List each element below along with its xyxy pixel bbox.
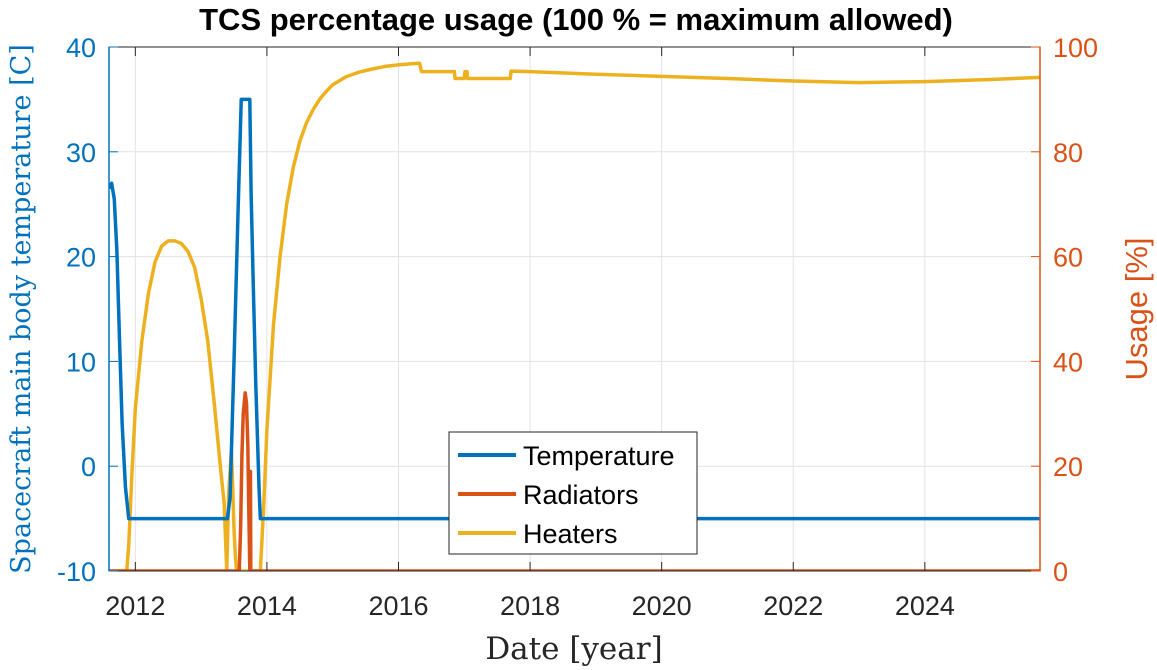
y-left-tick-label: 10 — [66, 347, 96, 377]
x-tick-label: 2016 — [368, 591, 428, 621]
y-right-tick-label: 0 — [1053, 557, 1068, 587]
y-right-tick-label: 40 — [1053, 347, 1083, 377]
x-tick-label: 2014 — [237, 591, 297, 621]
series-line-radiators — [109, 391, 1040, 571]
x-tick-label: 2018 — [500, 591, 560, 621]
y-left-tick-label: 20 — [66, 243, 96, 273]
legend: Temperature Radiators Heaters — [448, 431, 698, 555]
y-right-tick-label: 60 — [1053, 243, 1083, 273]
y-right-tick-label: 100 — [1053, 33, 1098, 63]
axes-layer: 2012 2014 2016 2018 2020 2022 2024 -10 0 10 20 30 40… — [57, 33, 1098, 621]
chart-title: TCS percentage usage (100 % = maximum al… — [199, 2, 953, 37]
series-layer — [109, 61, 1040, 571]
y-right-tick-label: 20 — [1053, 452, 1083, 482]
y-left-tick-label: 30 — [66, 138, 96, 168]
x-tick-label: 2020 — [632, 591, 692, 621]
legend-label-heaters: Heaters — [523, 519, 618, 549]
series-line-heaters — [109, 61, 1040, 571]
series-line-temperature — [109, 97, 1040, 521]
y-axis-right-label: Usage [%] — [1119, 237, 1154, 380]
y-left-tick-label: -10 — [57, 557, 96, 587]
y-left-tick-label: 0 — [81, 452, 96, 482]
legend-label-radiators: Radiators — [523, 480, 639, 510]
x-axis-label: Date [year] — [485, 631, 662, 667]
y-right-tick-label: 80 — [1053, 138, 1083, 168]
x-tick-label: 2024 — [895, 591, 955, 621]
y-left-tick-label: 40 — [66, 33, 96, 63]
x-tick-label: 2012 — [105, 591, 165, 621]
x-tick-label: 2022 — [763, 591, 823, 621]
y-axis-left-label: Spacecraft main body temperature [C] — [6, 44, 37, 574]
legend-label-temperature: Temperature — [523, 441, 675, 471]
